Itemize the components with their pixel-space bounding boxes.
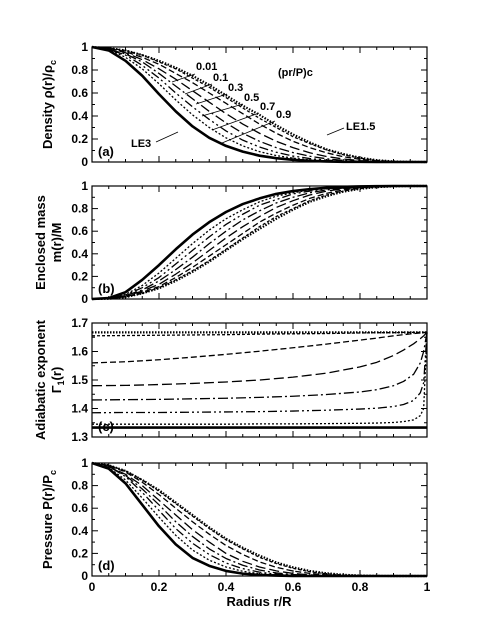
y-tick-label: 0.8 bbox=[71, 63, 88, 77]
plot-frame bbox=[91, 462, 428, 577]
y-tick-label: 0.8 bbox=[71, 202, 88, 216]
series-line-0.01 bbox=[91, 462, 427, 577]
y-tick-label: 1 bbox=[81, 40, 88, 54]
label-0.5: 0.5 bbox=[244, 92, 259, 104]
param-label: (pr/P)c bbox=[278, 67, 313, 79]
series-line-LE1.5 bbox=[91, 45, 428, 164]
y-tick-label: 1.5 bbox=[71, 373, 88, 387]
label-0.7: 0.7 bbox=[260, 101, 275, 113]
label-0.9: 0.9 bbox=[276, 109, 291, 121]
series-line-0.3 bbox=[91, 331, 428, 387]
y-tick-label: 0.2 bbox=[71, 132, 88, 146]
y-tick-label: 0.8 bbox=[71, 479, 88, 493]
y-tick-label: 0.6 bbox=[71, 224, 88, 238]
label-le15: LE1.5 bbox=[346, 121, 375, 133]
x-tick-label: 0.6 bbox=[285, 580, 302, 594]
y-tick-label: 1.6 bbox=[71, 345, 88, 359]
y-tick-label: 0.6 bbox=[71, 86, 88, 100]
x-tick-label: 0.2 bbox=[151, 580, 168, 594]
y-tick-label: 0.6 bbox=[71, 501, 88, 515]
series-line-0.3 bbox=[91, 185, 427, 300]
panel-d: 0 0.2 0.4 0.6 0.8 1 0 0.2 0.4 0.6 0.8 1 (d) Pressure … bbox=[40, 456, 431, 594]
y-tick-label: 0.2 bbox=[71, 269, 88, 283]
y-axis-label: Density ρ(r)/ρc bbox=[40, 60, 58, 149]
x-tick-label: 0 bbox=[89, 580, 96, 594]
plot-frame bbox=[91, 185, 428, 300]
label-le3: LE3 bbox=[131, 138, 151, 150]
series-line-0.5 bbox=[91, 462, 427, 577]
x-tick-label: 0.4 bbox=[218, 580, 235, 594]
y-tick-label: 0.4 bbox=[71, 247, 88, 261]
panel-label: (c) bbox=[98, 419, 114, 434]
series-line-0.5 bbox=[91, 185, 427, 300]
y-tick-label: 1 bbox=[81, 179, 88, 193]
series-line-0.3 bbox=[91, 462, 427, 577]
series-line-0.01 bbox=[91, 185, 427, 300]
series-line-0.1 bbox=[91, 185, 427, 300]
series-line-0.9 bbox=[91, 462, 427, 577]
y-tick-label: 1 bbox=[81, 456, 88, 470]
y-axis-label: Enclosed massm(r)/M bbox=[33, 195, 64, 290]
label-0.01: 0.01 bbox=[196, 61, 217, 73]
panel-label: (b) bbox=[98, 281, 115, 296]
series-line-0.01 bbox=[91, 331, 427, 337]
y-axis-label: Adiabatic exponentΓ1(r) bbox=[33, 319, 66, 440]
panel-label: (a) bbox=[98, 144, 114, 159]
series-line-LE1.5 bbox=[91, 461, 427, 578]
y-axis-label: Pressure P(r)/Pc bbox=[40, 470, 58, 569]
y-tick-label: 0 bbox=[81, 569, 88, 583]
series-line-0.1 bbox=[91, 46, 427, 163]
y-tick-label: 0 bbox=[81, 155, 88, 169]
y-tick-label: 0.4 bbox=[71, 524, 88, 538]
series-line-0.1 bbox=[91, 331, 428, 364]
panel-label: (d) bbox=[98, 558, 115, 573]
y-tick-label: 0.2 bbox=[71, 546, 88, 560]
series-line-LE3 bbox=[91, 184, 427, 301]
panel-a-annotations: 0.01 0.1 0.3 0.5 0.7 0.9 (pr/P)c LE1.5 L… bbox=[131, 61, 375, 150]
series-line-0.7 bbox=[91, 332, 428, 414]
plot-frame bbox=[91, 322, 428, 438]
series-line-0.1 bbox=[91, 462, 427, 577]
series-line-0.7 bbox=[91, 462, 427, 577]
panel-c: 1.3 1.4 1.5 1.6 1.7 (c) Adiabatic exponentΓ1(r… bbox=[33, 316, 428, 444]
x-tick-label: 0.8 bbox=[352, 580, 369, 594]
y-tick-label: 1.3 bbox=[71, 430, 88, 444]
series-line-0.9 bbox=[92, 332, 428, 425]
leader-lines bbox=[155, 73, 345, 144]
series-line-0.5 bbox=[91, 46, 427, 163]
x-axis-label: Radius r/R bbox=[226, 594, 292, 609]
x-tick-label: 1 bbox=[424, 580, 431, 594]
y-tick-label: 0 bbox=[81, 292, 88, 306]
series-line-0.9 bbox=[91, 185, 427, 300]
series-line-0.7 bbox=[91, 185, 427, 300]
series-line-LE3 bbox=[91, 461, 427, 578]
label-0.3: 0.3 bbox=[228, 82, 243, 94]
panel-a: 0 0.2 0.4 0.6 0.8 1 (a) Density ρ(r)/ρc bbox=[40, 40, 428, 169]
y-tick-label: 0.4 bbox=[71, 109, 88, 123]
series-line-0.5 bbox=[91, 332, 428, 401]
series-line-0.3 bbox=[91, 46, 427, 163]
series-line-LE1.5 bbox=[91, 184, 427, 301]
panel-b: 0 0.2 0.4 0.6 0.8 1 (b) Enclosed massm(r)/M bbox=[33, 179, 428, 306]
y-tick-label: 1.7 bbox=[71, 316, 88, 330]
label-0.1: 0.1 bbox=[213, 72, 228, 84]
y-tick-label: 1.4 bbox=[71, 402, 88, 416]
